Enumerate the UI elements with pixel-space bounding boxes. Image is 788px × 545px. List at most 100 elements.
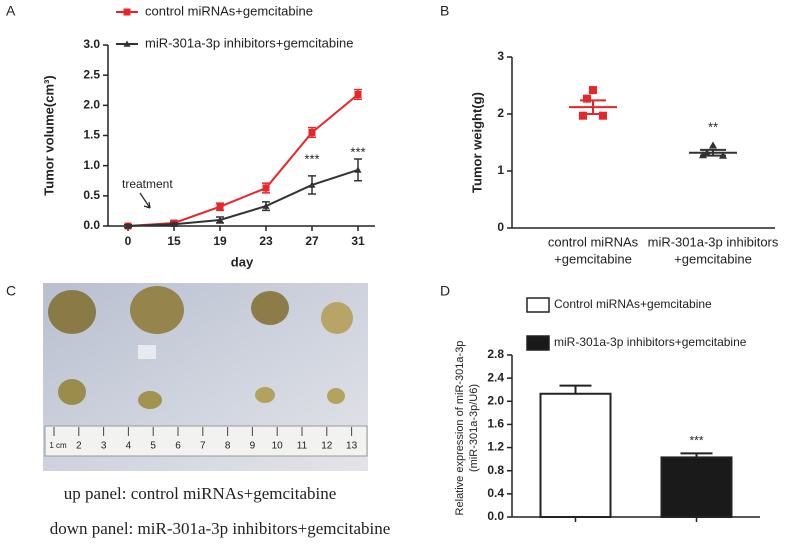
- caption: up panel: control miRNAs+gemcitabine: [64, 484, 337, 503]
- y-tick-label: 2: [497, 106, 504, 120]
- legend-label: miR-301a-3p inhibitors+gemcitabine: [554, 335, 747, 349]
- ruler-label: 8: [225, 441, 231, 452]
- legend-label: control miRNAs+gemcitabine: [145, 3, 313, 18]
- annotation: ***: [304, 151, 319, 166]
- ruler-label: 13: [346, 441, 358, 452]
- ruler-label: 6: [175, 441, 181, 452]
- error-bar: [700, 148, 726, 157]
- y-tick-label: 0.4: [487, 486, 504, 500]
- y-tick-label: 1.0: [83, 158, 100, 172]
- y-tick-label: 2.4: [487, 370, 504, 384]
- tumor: [58, 379, 86, 405]
- bar: [660, 456, 733, 518]
- ruler-label: 11: [297, 441, 308, 452]
- y-tick-label: 2.5: [83, 67, 100, 81]
- x-tick-label: 27: [305, 234, 319, 248]
- annotation: ***: [689, 434, 703, 448]
- series-line: [127, 93, 359, 227]
- marker: [709, 141, 717, 149]
- legend-label: miR-301a-3p inhibitors+gemcitabine: [145, 35, 353, 50]
- y-tick-label: 2.0: [83, 98, 100, 112]
- y-tick-label: 1.2: [487, 440, 504, 454]
- marker: [354, 166, 362, 173]
- legend-swatch: [526, 297, 550, 313]
- y-axis-label: Tumor weight(g): [469, 92, 484, 193]
- ruler-label: 9: [250, 441, 256, 452]
- marker: [308, 128, 316, 136]
- marker: [354, 90, 362, 98]
- ruler-label: 3: [101, 441, 107, 452]
- tumor: [138, 391, 162, 409]
- tumor: [321, 302, 353, 334]
- photo: 1 cm 2 3 4 5 6 7 8 9 10 11 12 13: [43, 283, 368, 471]
- marker: [599, 111, 607, 120]
- marker: [579, 111, 587, 120]
- marker: [589, 86, 597, 95]
- y-axis-label: Relative expression of miR-301a-3p: [454, 341, 466, 516]
- x-tick-label: 19: [213, 234, 227, 248]
- x-tick-label: +gemcitabine: [554, 251, 632, 266]
- ruler-label: 7: [200, 441, 206, 452]
- annotation: ***: [350, 144, 365, 159]
- legend-label: Control miRNAs+gemcitabine: [554, 297, 712, 311]
- marker: [262, 184, 270, 192]
- ruler-label: 12: [321, 441, 333, 452]
- panel-label: C: [6, 283, 16, 299]
- x-tick-label: 23: [259, 234, 273, 248]
- caption: down panel: miR-301a-3p inhibitors+gemci…: [50, 519, 391, 538]
- y-tick-label: 3: [497, 49, 504, 63]
- panel-label: D: [440, 283, 450, 299]
- y-tick-label: 2.8: [487, 347, 504, 361]
- annotation: treatment: [122, 177, 173, 191]
- tumor: [255, 387, 275, 403]
- x-tick-label: miR-301a-3p inhibitors: [648, 234, 779, 249]
- y-tick-label: 1.6: [487, 417, 504, 431]
- y-tick-label: 0.8: [487, 463, 504, 477]
- x-tick-label: 0: [125, 234, 132, 248]
- y-axis-label: Tumor volume(cm³): [41, 75, 56, 195]
- series-line: [127, 168, 359, 227]
- marker: [216, 216, 224, 223]
- legend-marker: [123, 40, 131, 47]
- ruler: [44, 425, 368, 457]
- x-tick-label: 31: [351, 234, 365, 248]
- y-tick-label: 2.0: [487, 393, 504, 407]
- ruler-label: 1 cm: [49, 441, 67, 450]
- marker: [583, 94, 591, 103]
- x-tick-label: 15: [167, 234, 181, 248]
- legend-swatch: [526, 335, 550, 351]
- legend-marker: [123, 8, 131, 16]
- tumor: [48, 290, 96, 334]
- y-tick-label: 0.0: [487, 509, 504, 523]
- marker: [170, 220, 178, 227]
- x-axis-label: day: [231, 254, 254, 269]
- y-tick-label: 0.5: [83, 188, 100, 202]
- x-tick-label: control miRNAs: [548, 234, 639, 249]
- tumor: [251, 291, 289, 325]
- marker: [124, 222, 132, 229]
- x-tick-label: +gemcitabine: [674, 251, 752, 266]
- annotation: **: [708, 119, 718, 134]
- tumor: [327, 388, 345, 404]
- panel-label: B: [440, 3, 449, 19]
- debris: [138, 345, 156, 359]
- y-tick-label: 1.5: [83, 128, 100, 142]
- marker: [308, 181, 316, 188]
- arrow: [139, 192, 151, 209]
- marker: [216, 203, 224, 211]
- ruler-label: 4: [126, 441, 132, 452]
- ruler-label: 5: [150, 441, 156, 452]
- ruler-label: 10: [272, 441, 284, 452]
- y-tick-label: 3.0: [83, 37, 100, 51]
- ruler-scale: 1 cm 2 3 4 5 6 7 8 9 10 11 12 13: [49, 427, 358, 452]
- y-tick-label: 0.0: [83, 218, 100, 232]
- tumor: [130, 286, 184, 334]
- error-bar: [559, 384, 592, 394]
- marker: [262, 202, 270, 209]
- error-bar: [580, 99, 606, 115]
- y-tick-label: 0: [497, 220, 504, 234]
- panel-label: A: [6, 3, 16, 19]
- y-axis-label: (miR-301a-3p/U6): [468, 384, 480, 472]
- bar: [539, 392, 612, 518]
